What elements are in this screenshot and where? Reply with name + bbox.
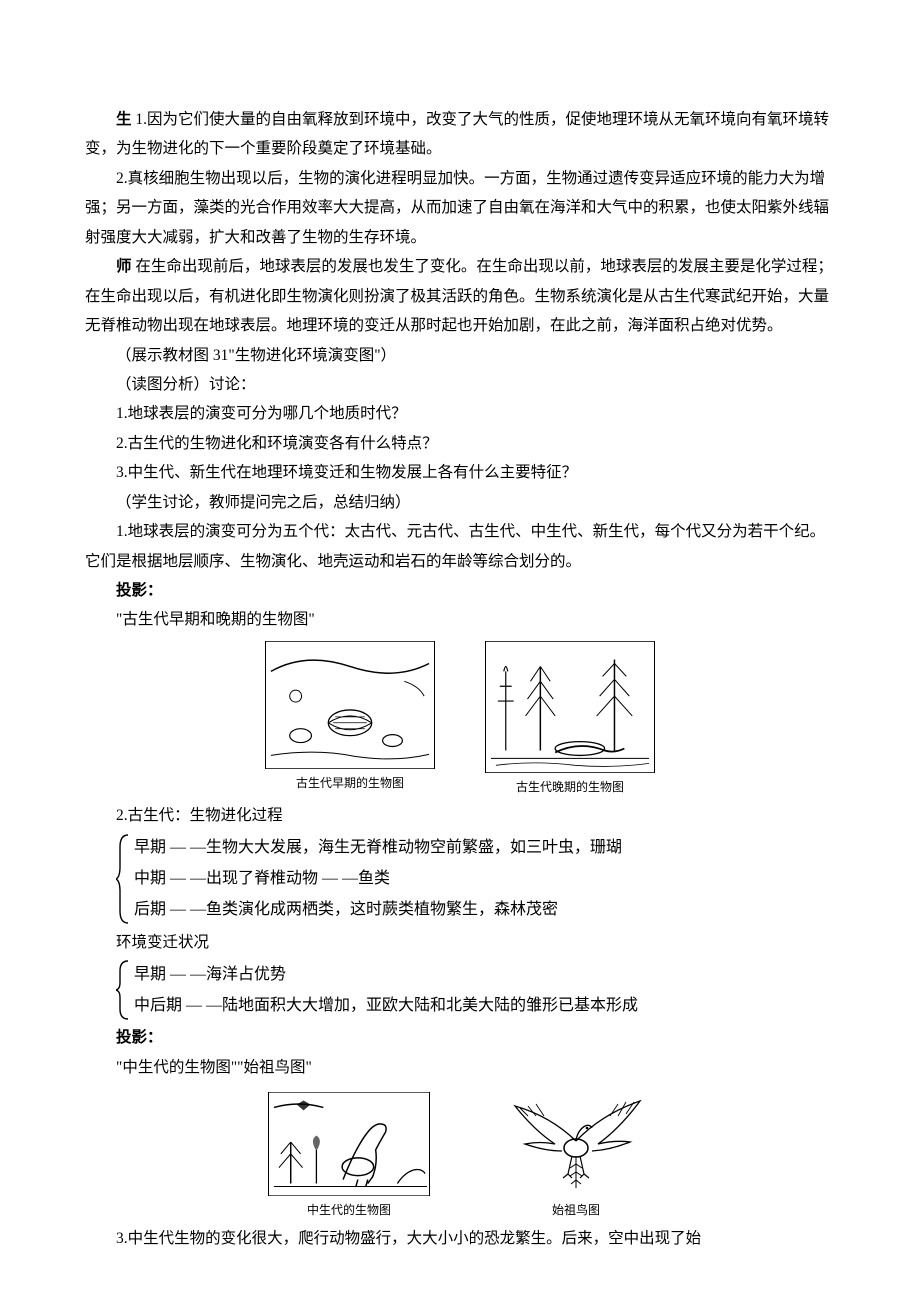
text: 3.中生代生物的变化很大，爬行动物盛行，大大小小的恐龙繁生。后来，空中出现了始 [116, 1230, 701, 1247]
mesozoic-illustration-icon [269, 1092, 429, 1196]
brace-line: 中后期 — —陆地面积大大增加，亚欧大陆和北美大陆的雏形已基本形成 [134, 990, 638, 1021]
figure-row-paleozoic: 古生代早期的生物图 古生代晚期的生物图 [85, 641, 835, 799]
paleozoic-late-illustration-icon [486, 641, 654, 773]
paragraph-teacher-1: 师 在生命出现前后，地球表层的发展也发生了变化。在生命出现以前，地球表层的发展主… [85, 252, 835, 340]
figure-late-paleozoic-caption: 古生代晚期的生物图 [516, 776, 624, 799]
paragraph-note-1: （展示教材图 31"生物进化环境演变图"） [85, 341, 835, 370]
question-2: 2.古生代的生物进化和环境演变各有什么特点？ [85, 429, 835, 458]
brace-line: 早期 — —生物大大发展，海生无脊椎动物空前繁盛，如三叶虫，珊瑚 [134, 832, 622, 863]
brace-line: 早期 — —海洋占优势 [134, 959, 638, 990]
question-1: 1.地球表层的演变可分为哪几个地质时代？ [85, 399, 835, 428]
text: （学生讨论，教师提问完之后，总结归纳） [116, 494, 411, 511]
text: 投影： [116, 582, 163, 599]
figure-mesozoic: 中生代的生物图 [268, 1092, 430, 1222]
paragraph-note-2: （学生讨论，教师提问完之后，总结归纳） [85, 488, 835, 517]
brace-group-environment: 早期 — —海洋占优势 中后期 — —陆地面积大大增加，亚欧大陆和北美大陆的雏形… [116, 959, 835, 1021]
speaker-teacher-label: 师 [116, 258, 132, 275]
speaker-student-label: 生 [116, 111, 132, 128]
paragraph-student-2: 2.真核细胞生物出现以后，生物的演化进程明显加快。一方面，生物通过遗传变异适应环… [85, 164, 835, 252]
figure-archaeopteryx-caption: 始祖鸟图 [552, 1199, 600, 1222]
text: （展示教材图 31"生物进化环境演变图"） [116, 347, 396, 364]
brace-line: 后期 — —鱼类演化成两栖类，这时蕨类植物繁生，森林茂密 [134, 894, 622, 925]
figure-early-paleozoic-image [265, 641, 435, 769]
text: 投影： [116, 1029, 163, 1046]
figure-archaeopteryx: 始祖鸟图 [500, 1086, 652, 1222]
text: "古生代早期和晚期的生物图" [116, 611, 315, 628]
projection-label-2: 投影： [85, 1023, 835, 1052]
question-3: 3.中生代、新生代在地理环境变迁和生物发展上各有什么主要特征？ [85, 458, 835, 487]
figure-title-1: "古生代早期和晚期的生物图" [85, 605, 835, 634]
answer-2-heading: 2.古生代：生物进化过程 [85, 801, 835, 830]
brace-left-icon [116, 959, 132, 1021]
brace-group-evolution: 早期 — —生物大大发展，海生无脊椎动物空前繁盛，如三叶虫，珊瑚 中期 — —出… [116, 832, 835, 926]
text: 3.中生代、新生代在地理环境变迁和生物发展上各有什么主要特征？ [116, 464, 577, 481]
brace-line: 中期 — —出现了脊椎动物 — —鱼类 [134, 863, 622, 894]
text: 在生命出现前后，地球表层的发展也发生了变化。在生命出现以前，地球表层的发展主要是… [85, 258, 833, 334]
projection-label-1: 投影： [85, 576, 835, 605]
text: "中生代的生物图""始祖鸟图" [116, 1059, 312, 1076]
brace-lines-evolution: 早期 — —生物大大发展，海生无脊椎动物空前繁盛，如三叶虫，珊瑚 中期 — —出… [134, 832, 622, 926]
figure-mesozoic-caption: 中生代的生物图 [307, 1199, 391, 1222]
text: 1.因为它们使大量的自由氧释放到环境中，改变了大气的性质，促使地理环境从无氧环境… [85, 111, 829, 157]
brace-left-icon [116, 832, 132, 926]
figure-archaeopteryx-image [500, 1086, 652, 1196]
figure-late-paleozoic-image [485, 641, 655, 773]
answer-1: 1.地球表层的演变可分为五个代：太古代、元古代、古生代、中生代、新生代，每个代又… [85, 517, 835, 576]
paleozoic-early-illustration-icon [266, 641, 434, 769]
text: 2.古生代的生物进化和环境演变各有什么特点？ [116, 435, 438, 452]
figure-row-mesozoic: 中生代的生物图 始祖鸟图 [85, 1086, 835, 1222]
paragraph-student-1: 生 1.因为它们使大量的自由氧释放到环境中，改变了大气的性质，促使地理环境从无氧… [85, 105, 835, 164]
text: 1.地球表层的演变可分为五个代：太古代、元古代、古生代、中生代、新生代，每个代又… [85, 523, 825, 569]
text: （读图分析）讨论： [116, 376, 256, 393]
text: 1.地球表层的演变可分为哪几个地质时代？ [116, 405, 407, 422]
text: 2.古生代：生物进化过程 [116, 807, 283, 824]
archaeopteryx-illustration-icon [500, 1086, 652, 1196]
text: 2.真核细胞生物出现以后，生物的演化进程明显加快。一方面，生物通过遗传变异适应环… [85, 170, 829, 246]
figure-mesozoic-image [268, 1092, 430, 1196]
text: 环境变迁状况 [116, 934, 209, 951]
paragraph-discuss-label: （读图分析）讨论： [85, 370, 835, 399]
figure-early-paleozoic: 古生代早期的生物图 [265, 641, 435, 799]
env-change-heading: 环境变迁状况 [85, 928, 835, 957]
figure-late-paleozoic: 古生代晚期的生物图 [485, 641, 655, 799]
figure-early-paleozoic-caption: 古生代早期的生物图 [296, 772, 404, 795]
answer-3: 3.中生代生物的变化很大，爬行动物盛行，大大小小的恐龙繁生。后来，空中出现了始 [85, 1224, 835, 1253]
figure-title-2: "中生代的生物图""始祖鸟图" [85, 1053, 835, 1082]
brace-lines-environment: 早期 — —海洋占优势 中后期 — —陆地面积大大增加，亚欧大陆和北美大陆的雏形… [134, 959, 638, 1021]
